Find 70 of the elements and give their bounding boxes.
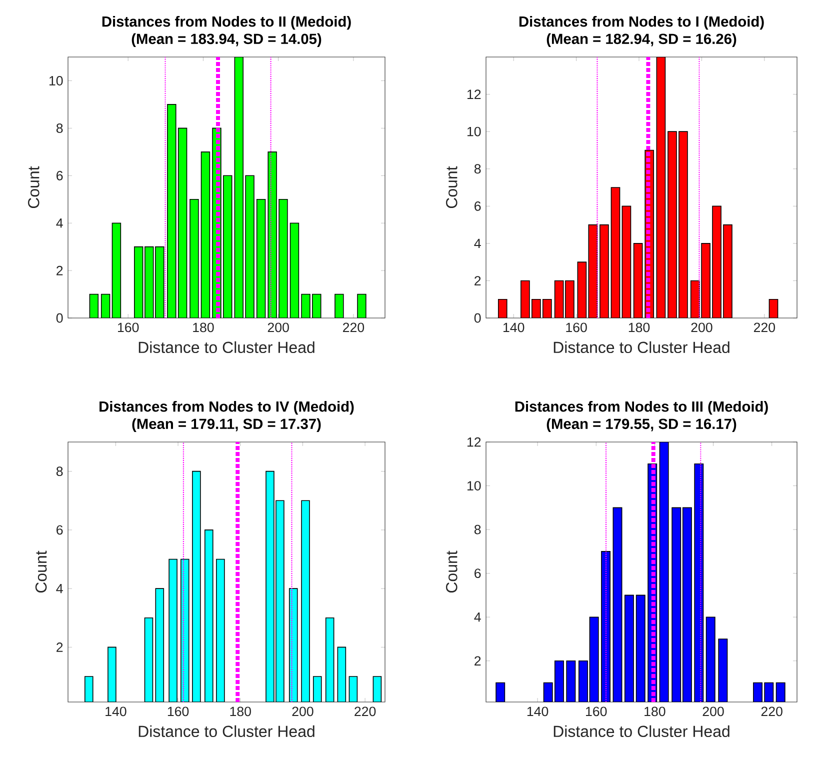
x-tick-label: 220 bbox=[343, 322, 364, 332]
y-tick-label: 8 bbox=[56, 466, 63, 476]
y-tick-label: 10 bbox=[467, 126, 481, 136]
bar bbox=[768, 298, 778, 318]
x-tick-label: 160 bbox=[168, 706, 189, 716]
bar bbox=[577, 262, 587, 318]
y-tick-label: 2 bbox=[474, 276, 481, 286]
x-tick-label: 220 bbox=[354, 706, 376, 716]
x-axis-title: Distance to Cluster Head bbox=[138, 341, 314, 354]
y-axis-title: Count bbox=[35, 550, 47, 593]
chart-subtitle: (Mean = 179.11, SD = 17.37) bbox=[132, 418, 321, 432]
x-tick-label: 220 bbox=[754, 322, 776, 332]
chart-subtitle: (Mean = 182.94, SD = 16.26) bbox=[546, 33, 736, 47]
y-tick-label: 6 bbox=[474, 568, 481, 578]
x-tick-label: 180 bbox=[230, 706, 251, 716]
x-tick-label: 180 bbox=[644, 706, 666, 716]
x-tick-label: 180 bbox=[628, 322, 650, 332]
bar bbox=[290, 222, 300, 318]
y-tick-label: 2 bbox=[56, 266, 63, 276]
bar bbox=[112, 222, 122, 318]
y-tick-label: 4 bbox=[56, 584, 63, 594]
y-tick-label: 4 bbox=[56, 218, 63, 228]
x-axis-title: Distance to Cluster Head bbox=[554, 725, 730, 738]
y-tick-label: 8 bbox=[474, 524, 481, 534]
bar bbox=[498, 298, 508, 318]
chart-title: Distances from Nodes to IV (Medoid) bbox=[100, 400, 354, 415]
y-tick-label: 2 bbox=[474, 656, 481, 666]
y-tick-label: 10 bbox=[49, 76, 63, 86]
y-tick-label: 4 bbox=[474, 238, 481, 248]
y-tick-label: 12 bbox=[467, 437, 481, 447]
y-tick-label: 0 bbox=[56, 313, 63, 323]
x-tick-label: 160 bbox=[118, 322, 139, 332]
chart-title: Distances from Nodes to II (Medoid) bbox=[102, 16, 351, 30]
x-tick-label: 200 bbox=[702, 706, 724, 716]
chart-title: Distances from Nodes to III (Medoid) bbox=[515, 400, 768, 415]
x-axis-title: Distance to Cluster Head bbox=[554, 341, 730, 354]
y-tick-label: 6 bbox=[474, 201, 481, 211]
y-tick-label: 10 bbox=[467, 481, 481, 490]
y-axis-title: Count bbox=[28, 166, 40, 208]
bar bbox=[622, 206, 632, 318]
y-tick-label: 6 bbox=[56, 525, 63, 535]
bar bbox=[656, 57, 666, 318]
x-tick-label: 220 bbox=[761, 706, 782, 716]
x-tick-label: 180 bbox=[193, 322, 214, 332]
x-tick-label: 140 bbox=[106, 706, 126, 716]
bar bbox=[588, 224, 598, 318]
y-tick-label: 8 bbox=[474, 164, 481, 174]
x-axis-title: Distance to Cluster Head bbox=[138, 725, 314, 738]
y-axis-title: Count bbox=[446, 550, 458, 593]
x-tick-label: 140 bbox=[527, 706, 548, 716]
y-tick-label: 0 bbox=[474, 313, 481, 323]
y-axis-title: Count bbox=[446, 166, 458, 208]
y-tick-label: 12 bbox=[467, 90, 481, 99]
x-tick-label: 200 bbox=[691, 322, 712, 332]
x-tick-label: 160 bbox=[566, 322, 587, 332]
chart-title: Distances from Nodes to I (Medoid) bbox=[519, 16, 764, 30]
y-tick-label: 4 bbox=[474, 612, 481, 622]
x-tick-label: 200 bbox=[268, 322, 289, 332]
bar bbox=[610, 187, 620, 318]
y-tick-label: 2 bbox=[56, 642, 63, 652]
bar bbox=[633, 243, 643, 318]
chart-subtitle: (Mean = 179.55, SD = 16.17) bbox=[546, 418, 736, 432]
bar bbox=[600, 224, 609, 318]
y-tick-label: 8 bbox=[56, 123, 63, 133]
x-tick-label: 160 bbox=[586, 706, 607, 716]
y-tick-label: 6 bbox=[56, 170, 63, 180]
chart-subtitle: (Mean = 183.94, SD = 14.05) bbox=[132, 33, 322, 47]
bar bbox=[200, 152, 210, 318]
x-tick-label: 200 bbox=[292, 706, 314, 716]
x-tick-label: 140 bbox=[504, 322, 524, 332]
